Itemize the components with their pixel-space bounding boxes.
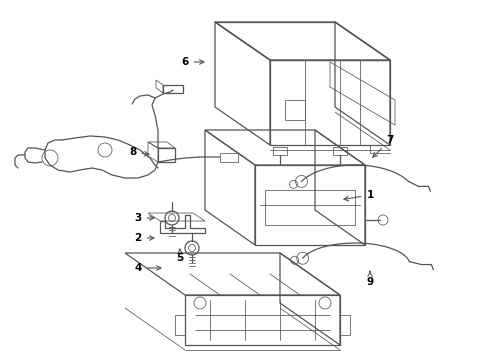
Text: 3: 3 [134, 213, 154, 223]
Text: 4: 4 [134, 263, 161, 273]
Text: 6: 6 [181, 57, 203, 67]
Text: 8: 8 [129, 147, 149, 157]
Text: 1: 1 [343, 190, 373, 201]
Text: 7: 7 [372, 135, 393, 157]
Text: 9: 9 [366, 271, 373, 287]
Text: 2: 2 [134, 233, 154, 243]
Text: 5: 5 [176, 249, 183, 263]
